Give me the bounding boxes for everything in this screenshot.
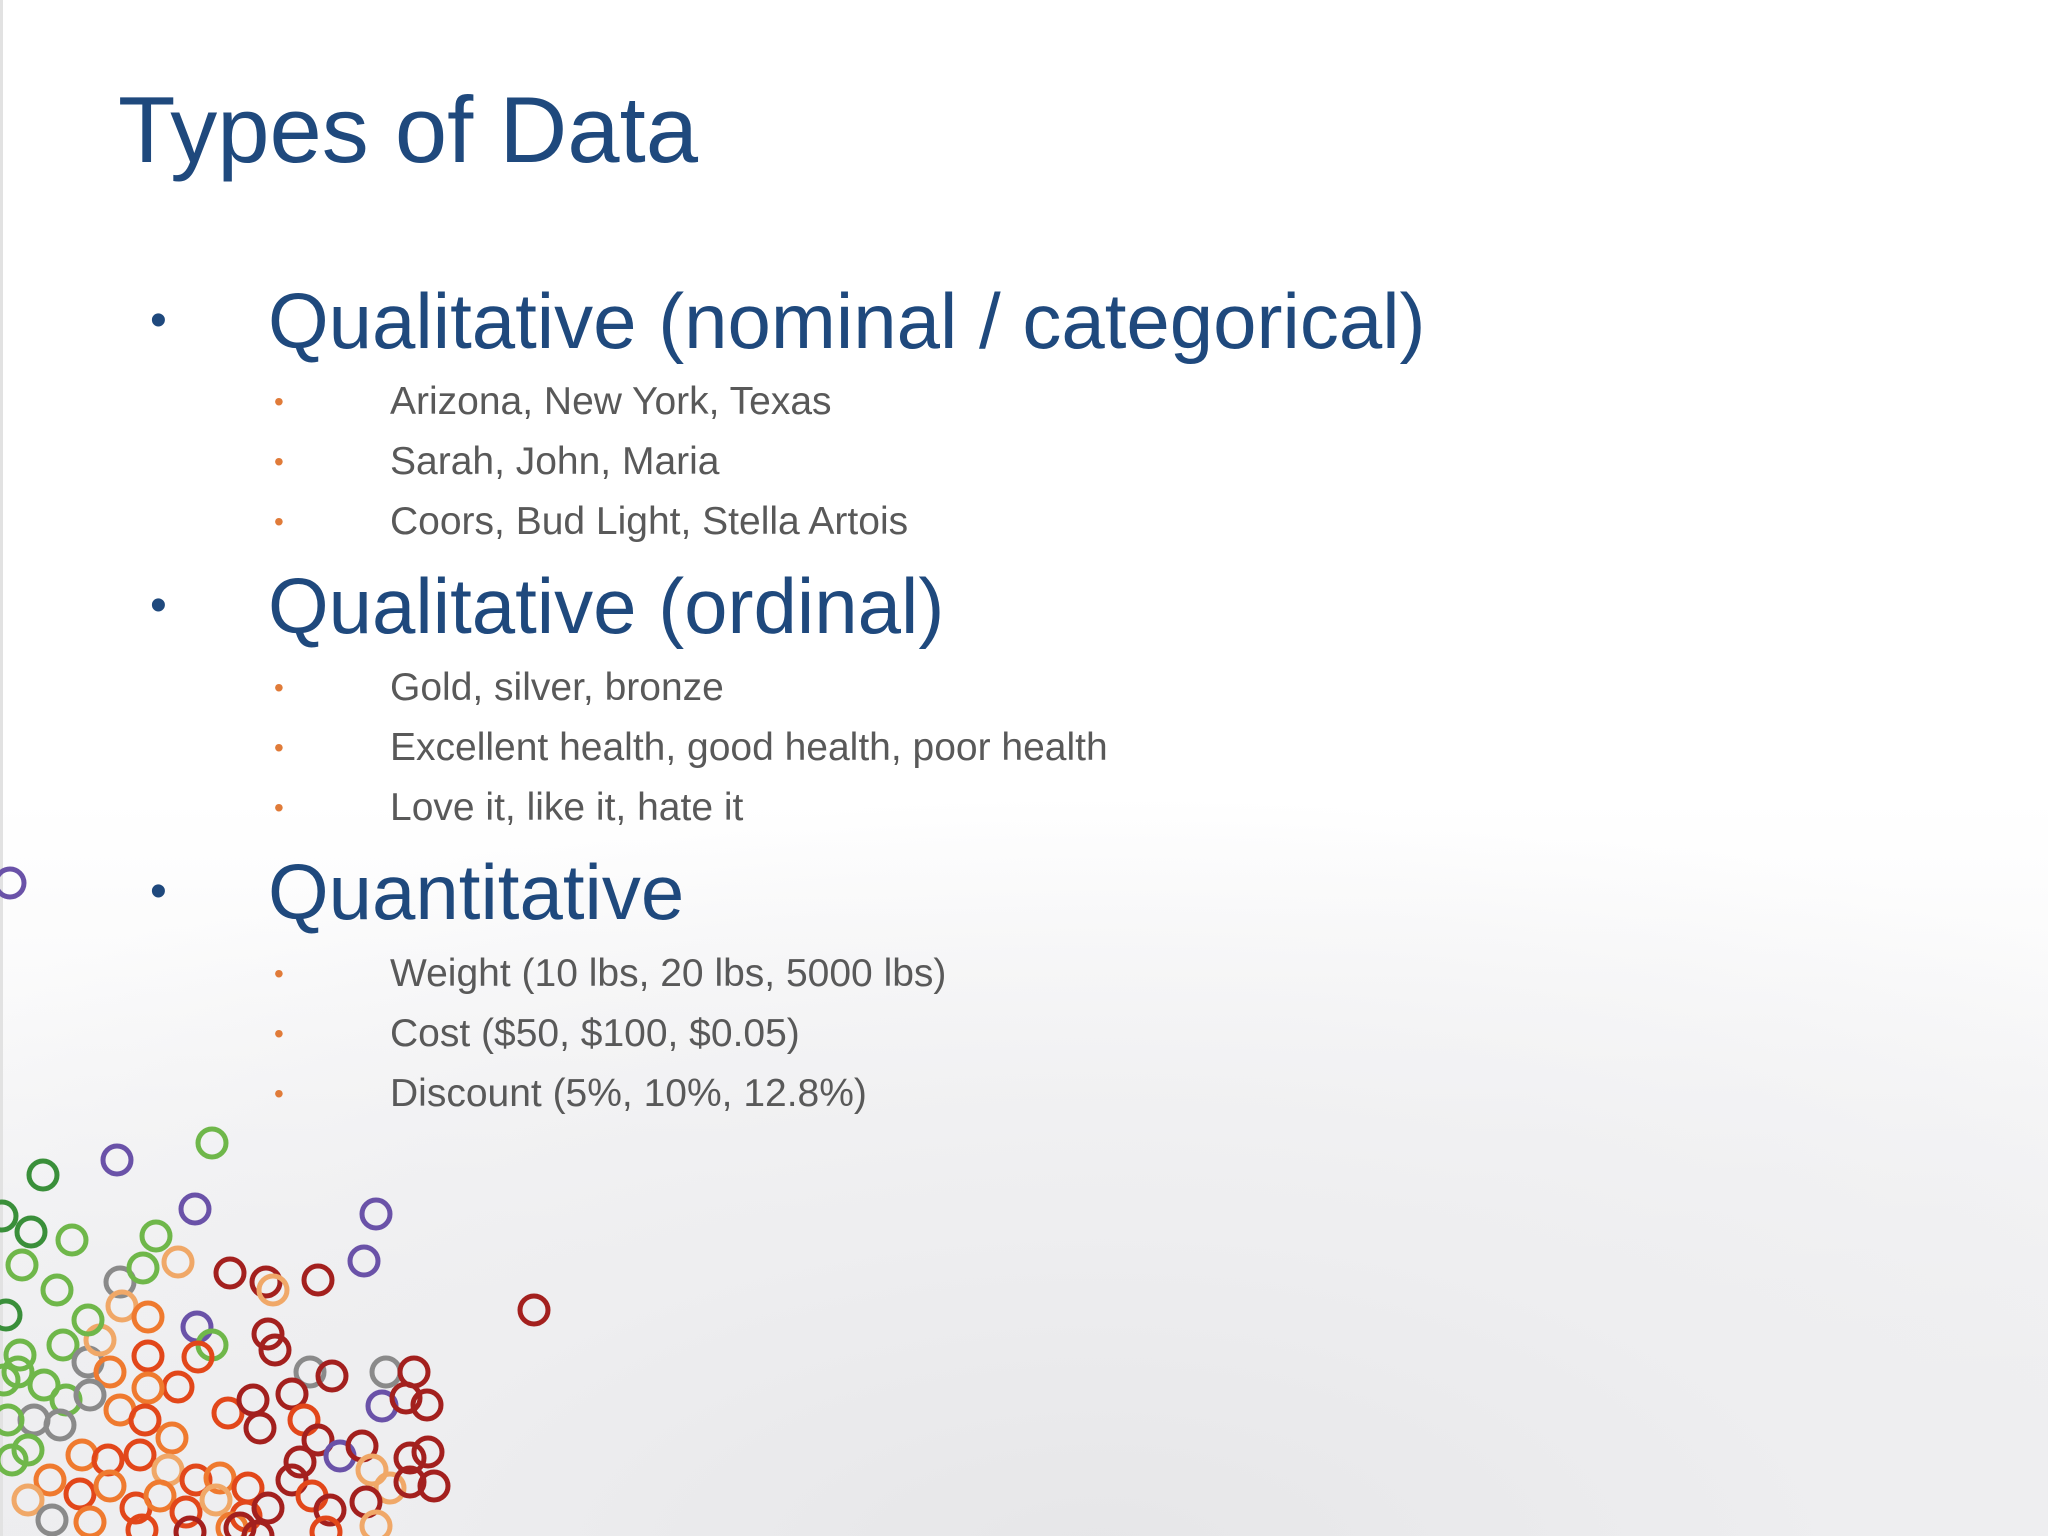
- sub-bullet-text: Weight (10 lbs, 20 lbs, 5000 lbs): [390, 952, 947, 995]
- sub-bullet-marker: •: [274, 1018, 284, 1049]
- sub-bullet: • Weight (10 lbs, 20 lbs, 5000 lbs): [0, 946, 2048, 1002]
- sub-bullet-text: Gold, silver, bronze: [390, 666, 724, 709]
- sub-bullet-marker: •: [274, 446, 284, 477]
- sub-bullet: • Sarah, John, Maria: [0, 434, 2048, 490]
- slide-edge-line: [0, 0, 3, 1536]
- sub-bullet-text: Coors, Bud Light, Stella Artois: [390, 500, 909, 543]
- bullet-section-1: • Qualitative (nominal / categorical): [0, 266, 2048, 376]
- sub-bullet-text: Love it, like it, hate it: [390, 786, 744, 829]
- sub-bullet-text: Discount (5%, 10%, 12.8%): [390, 1072, 867, 1115]
- sub-bullet-marker: •: [274, 386, 284, 417]
- sub-bullet-marker: •: [274, 958, 284, 989]
- bullet-marker: •: [150, 865, 167, 918]
- sub-bullet-marker: •: [274, 672, 284, 703]
- section-heading: Qualitative (ordinal): [268, 562, 945, 650]
- sub-bullet: • Coors, Bud Light, Stella Artois: [0, 494, 2048, 550]
- sub-bullet-text: Excellent health, good health, poor heal…: [390, 726, 1108, 769]
- sub-bullet-text: Arizona, New York, Texas: [390, 380, 832, 423]
- sub-bullet: • Gold, silver, bronze: [0, 660, 2048, 716]
- sub-bullet-marker: •: [274, 792, 284, 823]
- sub-bullet: • Arizona, New York, Texas: [0, 374, 2048, 430]
- sub-bullet: • Cost ($50, $100, $0.05): [0, 1006, 2048, 1062]
- sub-bullet-marker: •: [274, 1078, 284, 1109]
- section-heading: Qualitative (nominal / categorical): [268, 277, 1426, 365]
- sub-bullet-text: Sarah, John, Maria: [390, 440, 720, 483]
- sub-bullet: • Discount (5%, 10%, 12.8%): [0, 1066, 2048, 1122]
- bullet-marker: •: [150, 294, 167, 347]
- sub-bullet: • Love it, like it, hate it: [0, 780, 2048, 836]
- sub-bullet-marker: •: [274, 732, 284, 763]
- bullet-section-2: • Qualitative (ordinal): [0, 551, 2048, 661]
- slide-title: Types of Data: [118, 77, 698, 182]
- bullet-marker: •: [150, 579, 167, 632]
- sub-bullet-marker: •: [274, 506, 284, 537]
- section-heading: Quantitative: [268, 848, 685, 936]
- sub-bullet-text: Cost ($50, $100, $0.05): [390, 1012, 800, 1055]
- sub-bullet: • Excellent health, good health, poor he…: [0, 720, 2048, 776]
- bullet-section-3: • Quantitative: [0, 837, 2048, 947]
